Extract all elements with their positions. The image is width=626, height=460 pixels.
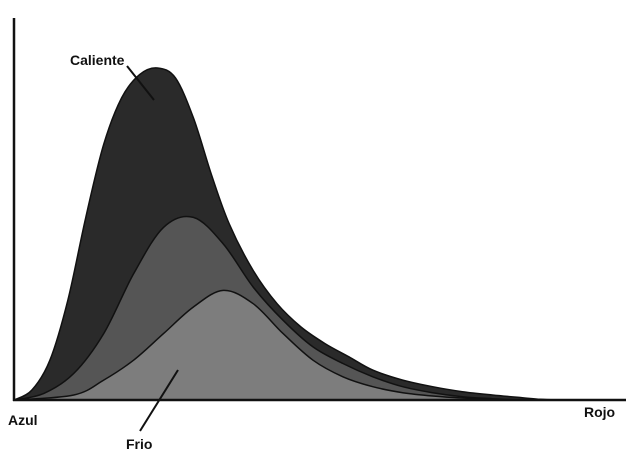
annotation-frio: Frio <box>126 436 153 452</box>
curve-areas <box>13 67 559 401</box>
medium-curve-area <box>13 215 518 401</box>
frio-curve-area <box>13 289 518 401</box>
x-tick-label-rojo: Rojo <box>584 404 616 420</box>
caliente-leader-line <box>126 65 155 101</box>
x-tick-label-azul: Azul <box>8 412 38 428</box>
frio-leader-line <box>139 369 179 432</box>
annotation-caliente: Caliente <box>70 52 125 68</box>
